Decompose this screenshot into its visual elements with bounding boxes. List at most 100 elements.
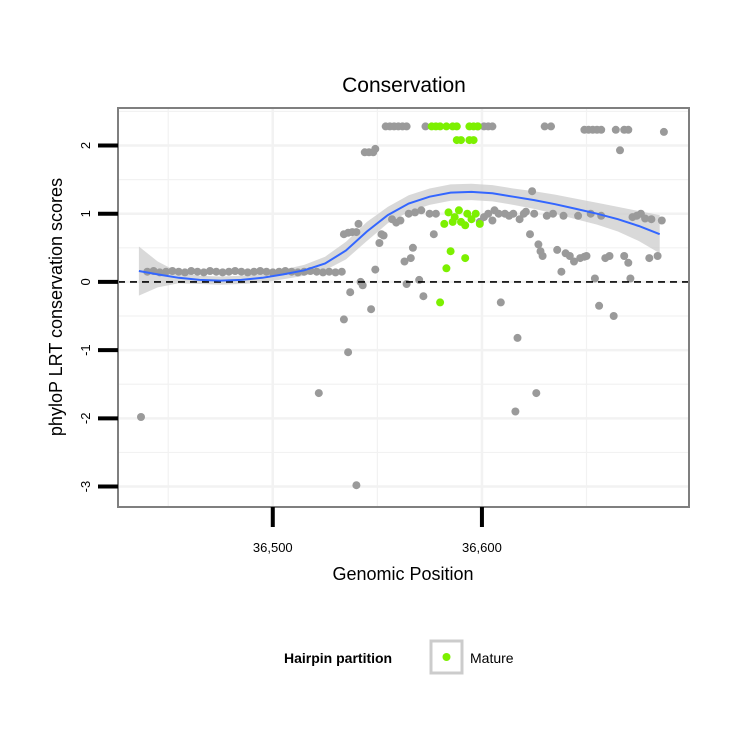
mature-point [452,122,461,131]
data-point [224,267,233,276]
data-point [237,267,246,276]
data-point [231,267,240,275]
confidence-band [138,183,660,296]
data-point [515,215,524,224]
data-point [538,252,547,260]
data-point [611,125,620,134]
x-tick-label: 36,500 [253,540,293,555]
data-point [352,481,361,490]
data-point [402,122,411,131]
mature-point [440,219,449,228]
data-point [193,267,202,276]
data-point [352,228,361,237]
data-point [540,122,549,131]
y-tick-label: -2 [78,413,93,425]
data-point [406,254,415,263]
data-point [620,252,629,260]
legend: Hairpin partition Mature [284,639,514,675]
data-point [162,267,171,276]
mature-point [444,208,453,217]
data-point [314,389,323,398]
data-point [595,301,604,310]
data-point [312,267,321,276]
data-point [653,252,662,260]
mature-point [463,209,472,218]
data-point [431,209,440,218]
data-point [488,216,497,225]
data-point [319,268,327,277]
data-point [250,267,258,276]
mature-point [461,221,470,230]
data-point [574,211,583,220]
mature-point [450,213,459,222]
legend-title: Hairpin partition [284,650,392,666]
data-point [256,267,265,275]
data-point [547,122,555,131]
mature-point [442,122,451,131]
data-point [509,209,518,218]
data-point [174,267,183,276]
mature-point [457,136,465,145]
plot-panel-background [118,108,689,507]
mature-point [471,209,480,218]
data-point [549,209,557,218]
data-point [616,146,624,155]
data-point [180,268,189,277]
data-point [605,252,614,260]
data-point [218,268,227,277]
y-tick-label: -1 [78,344,93,356]
data-point [421,122,430,131]
data-point [488,122,497,131]
data-point [331,268,340,277]
data-point [565,252,574,260]
data-point [408,243,417,252]
x-axis-title: Genomic Position [332,564,473,584]
data-point [597,125,606,134]
data-point [199,268,208,277]
data-point [624,125,633,134]
data-point [513,333,522,342]
data-point [417,206,426,215]
mature-point [436,122,445,131]
mature-point [467,215,476,224]
mature-point [461,254,470,263]
data-point [425,209,434,218]
x-axis: 36,500 36,600 [253,507,502,555]
mature-point [469,136,478,145]
mature-point [475,219,484,228]
y-tick-label: 2 [78,142,93,149]
data-point [400,257,409,266]
data-point [344,348,353,357]
y-tick-label: -3 [78,481,93,493]
data-point [337,267,346,276]
data-point [557,267,566,276]
smooth-trend-line [138,190,661,282]
data-point [206,267,214,275]
data-point [168,267,177,275]
data-point [528,187,537,196]
data-point [641,214,650,223]
y-axis: -3 -2 -1 0 1 2 [78,142,118,492]
data-point [339,315,348,324]
legend-key-mature-dot [442,653,451,661]
data-point [404,209,413,218]
data-point [346,288,355,297]
data-point [371,144,380,153]
data-point [624,258,633,267]
data-point [645,254,654,263]
data-point [243,268,252,277]
mature-point [473,122,482,131]
data-point [419,292,428,301]
data-point [358,281,367,290]
legend-label-mature: Mature [470,650,514,666]
data-point [511,407,520,416]
mature-point [436,298,445,307]
data-point [375,239,384,247]
data-point [532,389,541,398]
data-point [626,274,635,283]
data-point [367,305,376,314]
y-tick-label: 1 [78,210,93,217]
y-axis-title: phyloP LRT conservation scores [46,178,66,436]
data-point [496,298,505,307]
mature-points-series [427,122,484,307]
